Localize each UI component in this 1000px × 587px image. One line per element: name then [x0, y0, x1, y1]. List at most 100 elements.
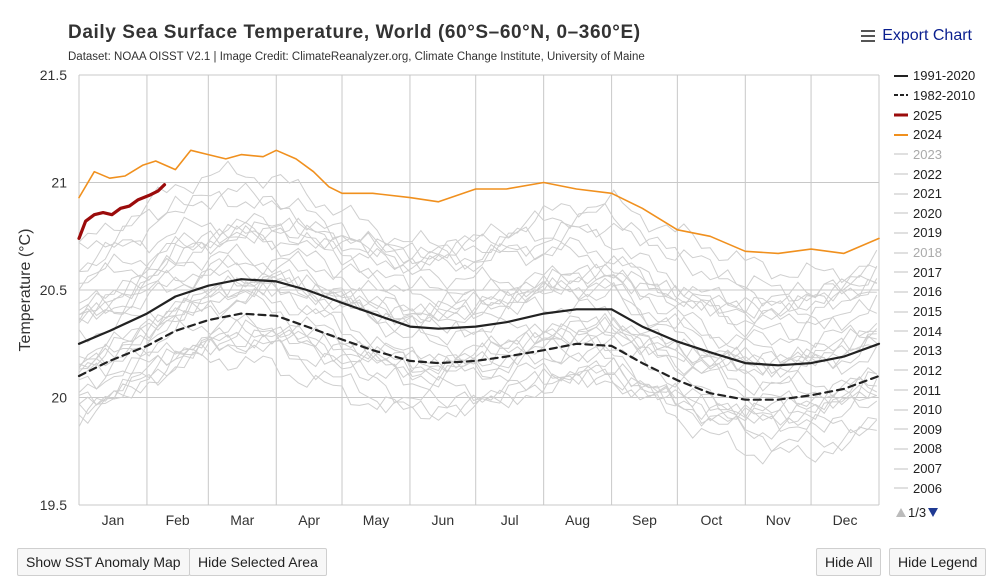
legend-item-2015[interactable]: 2015	[893, 302, 998, 322]
past-year-line	[78, 182, 878, 302]
x-tick-label: Nov	[766, 512, 791, 528]
legend-swatch-icon	[894, 153, 908, 155]
x-tick-label: Jul	[501, 512, 519, 528]
y-tick-label: 20	[51, 390, 67, 406]
legend-swatch-icon	[894, 487, 908, 489]
legend-item-2018[interactable]: 2018	[893, 243, 998, 263]
y-tick-label: 19.5	[40, 497, 67, 513]
legend-swatch-icon	[894, 113, 908, 117]
past-year-line	[78, 313, 878, 424]
legend-item-2008[interactable]: 2008	[893, 439, 998, 459]
legend-item-2019[interactable]: 2019	[893, 223, 998, 243]
past-year-line	[78, 160, 878, 284]
legend-label: 2010	[913, 402, 942, 418]
legend-swatch-icon	[894, 212, 908, 214]
legend-swatch-icon	[894, 350, 908, 352]
legend-item-2025[interactable]: 2025	[893, 105, 998, 125]
series-line-1982-2010	[77, 312, 881, 401]
legend-label: 2020	[913, 205, 942, 221]
past-year-line	[78, 275, 878, 376]
legend-swatch-icon	[894, 369, 908, 372]
legend-label: 2019	[913, 225, 942, 241]
legend-label: 2009	[913, 421, 942, 437]
chart-subtitle: Dataset: NOAA OISST V2.1 | Image Credit:…	[68, 51, 645, 63]
legend-label: 1982-2010	[913, 87, 976, 103]
x-tick-label: Sep	[632, 512, 657, 528]
export-chart-button[interactable]: Export Chart	[861, 27, 972, 45]
series-line-2025	[77, 183, 167, 240]
legend-item-2009[interactable]: 2009	[893, 420, 998, 440]
past-year-line	[78, 293, 877, 411]
legend-label: 2024	[913, 127, 942, 143]
legend-pager: 1/3	[896, 505, 939, 520]
legend-swatch-icon	[894, 251, 908, 254]
past-year-line	[78, 288, 878, 400]
legend-item-2024[interactable]: 2024	[893, 125, 998, 145]
legend-item-1991-2020[interactable]: 1991-2020	[893, 66, 998, 86]
legend-item-2021[interactable]: 2021	[893, 184, 998, 204]
legend-swatch-icon	[894, 271, 908, 273]
legend-label: 2013	[913, 343, 942, 359]
past-year-line	[78, 268, 878, 378]
legend-label: 2006	[913, 480, 942, 496]
legend-swatch-icon	[894, 389, 908, 391]
legend-item-2007[interactable]: 2007	[893, 459, 998, 479]
series-line-1991-2020	[77, 278, 881, 367]
y-tick-label: 21	[51, 175, 67, 191]
legend-swatch-icon	[894, 133, 908, 136]
legend-label: 2007	[913, 461, 942, 477]
legend-item-2014[interactable]: 2014	[893, 321, 998, 341]
past-year-line	[78, 278, 877, 376]
legend-label: 2012	[913, 362, 942, 378]
legend-swatch-icon	[894, 428, 908, 430]
legend-item-2016[interactable]: 2016	[893, 282, 998, 302]
x-tick-label: May	[363, 512, 389, 528]
y-tick-label: 20.5	[40, 282, 67, 298]
hide-legend-button[interactable]: Hide Legend	[889, 548, 987, 576]
legend-swatch-icon	[894, 409, 908, 411]
y-tick-label: 21.5	[40, 67, 67, 83]
axes: 19.5 20 20.5 21 21.5 Jan Feb Mar Apr May Jun Jul Aug…	[40, 67, 858, 528]
x-tick-label: Mar	[230, 512, 254, 528]
x-tick-label: Aug	[565, 512, 590, 528]
hide-selected-area-button[interactable]: Hide Selected Area	[189, 548, 327, 576]
legend-item-2012[interactable]: 2012	[893, 361, 998, 381]
legend-item-1982-2010[interactable]: 1982-2010	[893, 86, 998, 106]
past-year-line	[78, 282, 878, 398]
legend-item-2023[interactable]: 2023	[893, 145, 998, 165]
past-year-line	[78, 250, 878, 349]
hide-all-button[interactable]: Hide All	[816, 548, 882, 576]
legend-item-2017[interactable]: 2017	[893, 262, 998, 282]
legend-label: 2017	[913, 264, 942, 280]
legend: 1991-2020 1982-2010 2025 2024 2023 2022 2021 20…	[893, 66, 998, 498]
legend-swatch-icon	[894, 310, 908, 313]
legend-page-indicator: 1/3	[908, 505, 927, 520]
series-lines	[77, 149, 881, 401]
legend-item-2010[interactable]: 2010	[893, 400, 998, 420]
past-year-line	[78, 318, 877, 434]
series-line-2024	[78, 149, 880, 255]
legend-label: 2018	[913, 245, 942, 261]
legend-item-2013[interactable]: 2013	[893, 341, 998, 361]
y-axis-label: Temperature (°C)	[17, 229, 34, 352]
show-sst-anomaly-map-button[interactable]: Show SST Anomaly Map	[17, 548, 190, 576]
legend-label: 2011	[913, 382, 941, 398]
past-year-line	[78, 351, 877, 465]
legend-item-2011[interactable]: 2011	[893, 380, 998, 400]
hamburger-menu-icon	[861, 30, 876, 42]
x-tick-label: Feb	[166, 512, 190, 528]
legend-swatch-icon	[894, 448, 908, 450]
legend-swatch-icon	[894, 193, 908, 195]
x-tick-label: Jun	[432, 512, 455, 528]
legend-swatch-icon	[894, 291, 908, 293]
legend-label: 1991-2020	[913, 68, 976, 84]
legend-item-2022[interactable]: 2022	[893, 164, 998, 184]
legend-label: 2014	[913, 323, 942, 339]
legend-prev-icon[interactable]	[896, 508, 906, 517]
x-tick-label: Apr	[298, 512, 320, 528]
legend-item-2020[interactable]: 2020	[893, 203, 998, 223]
legend-item-2006[interactable]: 2006	[893, 478, 998, 498]
legend-swatch-icon	[894, 330, 908, 332]
legend-next-icon[interactable]	[928, 508, 939, 517]
